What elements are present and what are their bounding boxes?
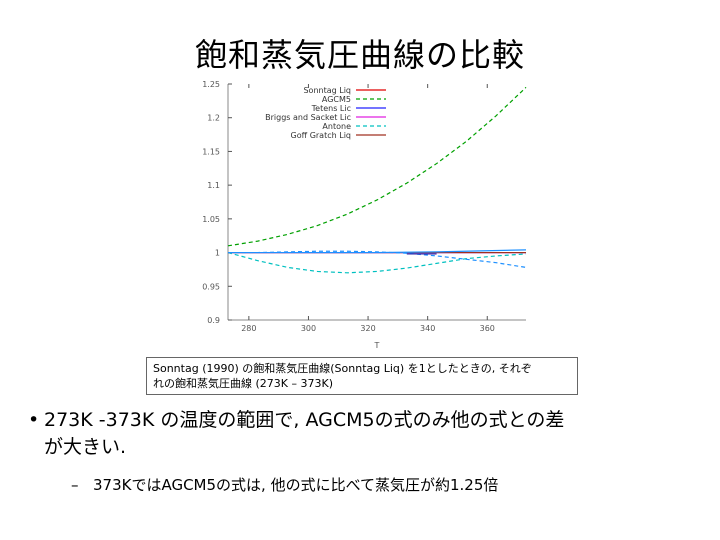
sub-bullet-text: 373KではAGCM5の式は, 他の式に比べて蒸気圧が約1.25倍 xyxy=(93,476,499,494)
legend-label: Goff Gratch Liq xyxy=(291,131,351,140)
sub-bullet-marker: – xyxy=(71,476,79,494)
bullet-text-line-2: が大きい. xyxy=(44,436,127,458)
legend-label: Sonntag Liq xyxy=(303,86,351,95)
x-tick-label: 300 xyxy=(301,324,316,333)
bullet-point: • 273K -373K の温度の範囲で, AGCM5の式のみ他の式との差 が大… xyxy=(28,407,684,461)
bullet-marker: • xyxy=(28,409,40,431)
y-tick-label: 1.2 xyxy=(207,114,220,123)
series-line xyxy=(228,250,527,268)
legend-label: Antone xyxy=(322,122,351,131)
x-tick-label: 340 xyxy=(420,324,435,333)
series-line xyxy=(227,86,527,247)
y-tick-label: 1.1 xyxy=(207,181,220,190)
bullet-text-line-1: 273K -373K の温度の範囲で, AGCM5の式のみ他の式との差 xyxy=(44,409,565,431)
y-tick-label: 0.9 xyxy=(207,316,220,325)
legend-label: Briggs and Sacket Lic xyxy=(265,113,351,122)
chart-area: 0.9 0.95 1 1.05 1.1 1.15 1.2 1.25 280 300 320 340 36… xyxy=(180,76,532,352)
line-chart: 0.9 0.95 1 1.05 1.1 1.15 1.2 1.25 280 300 320 340 36… xyxy=(202,80,527,350)
slide-title: 飽和蒸気圧曲線の比較 xyxy=(194,36,525,74)
x-tick-label: 360 xyxy=(480,324,495,333)
x-tick-label: 280 xyxy=(241,324,256,333)
sub-bullet-point: – 373KではAGCM5の式は, 他の式に比べて蒸気圧が約1.25倍 xyxy=(71,475,693,495)
x-tick-label: 320 xyxy=(360,324,375,333)
figure-caption: Sonntag (1990) の飽和蒸気圧曲線(Sonntag Liq) を1と… xyxy=(146,357,578,395)
y-tick-label: 1 xyxy=(215,249,220,258)
y-tick-label: 1.25 xyxy=(202,80,220,89)
y-tick-label: 1.15 xyxy=(202,147,220,156)
legend-label: Tetens Lic xyxy=(311,104,351,113)
x-axis-label: T xyxy=(374,341,380,350)
caption-line-2: れの飽和蒸気圧曲線 (273K – 373K) xyxy=(153,377,333,390)
series-line xyxy=(227,251,527,274)
y-tick-label: 1.05 xyxy=(202,215,220,224)
series-line xyxy=(228,249,527,254)
caption-line-1: Sonntag (1990) の飽和蒸気圧曲線(Sonntag Liq) を1と… xyxy=(153,362,532,375)
legend-label: AGCM5 xyxy=(322,95,351,104)
y-tick-label: 0.95 xyxy=(202,282,220,291)
